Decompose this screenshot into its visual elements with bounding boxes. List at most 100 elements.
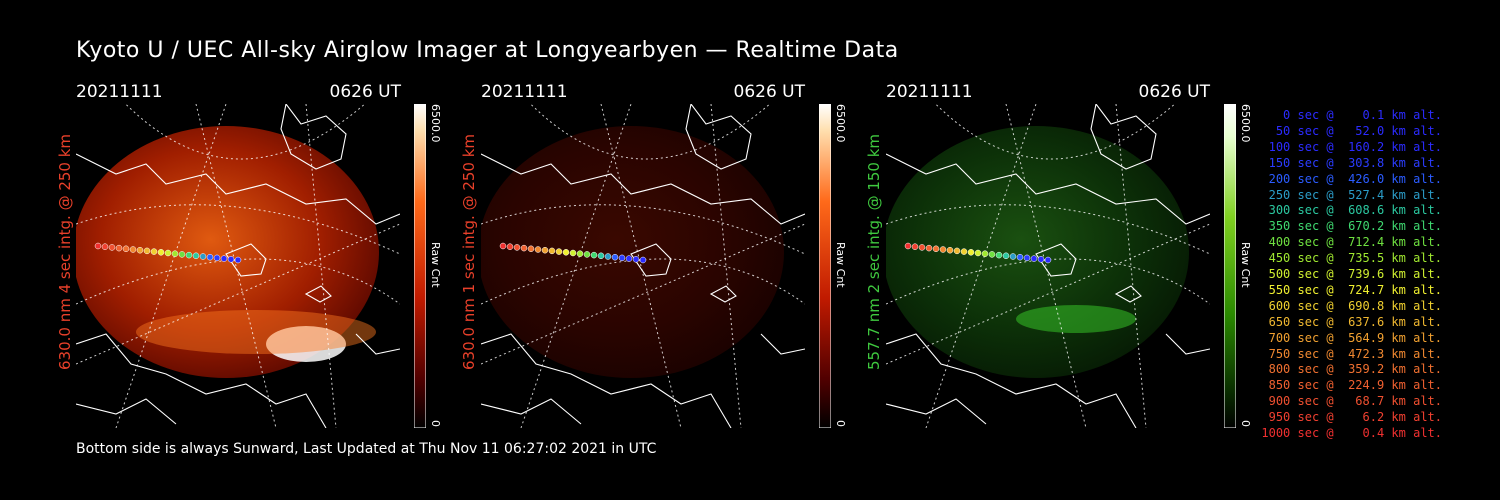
trajectory-point [597, 252, 605, 260]
trajectory-point [101, 243, 109, 250]
trajectory-point [995, 251, 1003, 259]
trajectory-point [1037, 256, 1045, 263]
trajectory-point [213, 254, 221, 262]
trajectory-point [506, 243, 514, 250]
panel-side-label: 557.7 nm 2 sec intg. @ 150 km [865, 133, 883, 370]
legend-row: 1000 sec @ 0.4 km alt. [1261, 426, 1442, 440]
trajectory-point [953, 247, 961, 255]
colorbar-unit-label: Raw Cnt [429, 242, 442, 288]
trajectory-point [988, 251, 996, 258]
panel-time: 0626 UT [733, 82, 806, 102]
trajectory-point [1023, 254, 1031, 262]
legend-row: 150 sec @ 303.8 km alt. [1261, 155, 1442, 170]
trajectory-point [604, 253, 612, 260]
trajectory-point [122, 245, 130, 253]
trajectory-point [1044, 256, 1052, 264]
trajectory-point [1016, 253, 1024, 261]
trajectory-point [904, 242, 912, 250]
trajectory-point [178, 251, 186, 258]
trajectory-point [625, 255, 633, 262]
legend-row: 950 sec @ 6.2 km alt. [1261, 410, 1442, 425]
colorbar [1224, 104, 1236, 428]
colorbar-unit-label: Raw Cnt [834, 242, 847, 288]
legend-row: 250 sec @ 527.4 km alt. [1261, 187, 1442, 202]
trajectory-point [220, 255, 228, 262]
colorbar-max-label: 6500.0 [429, 104, 442, 143]
trajectory-point [234, 256, 242, 264]
legend-row: 800 sec @ 359.2 km alt. [1261, 362, 1442, 377]
colorbar [414, 104, 426, 428]
trajectory-point [541, 246, 549, 254]
legend-row: 100 sec @ 160.2 km alt. [1261, 139, 1442, 154]
legend-row: 300 sec @ 608.6 km alt. [1261, 203, 1442, 218]
trajectory-point [513, 244, 521, 251]
trajectory-point [143, 247, 151, 255]
colorbar-min-label: 0 [1239, 420, 1252, 427]
trajectory-point [94, 242, 102, 250]
trajectory-point [150, 248, 158, 255]
trajectory-point [939, 246, 947, 253]
trajectory-point [974, 249, 982, 257]
trajectory-point [911, 243, 919, 250]
legend-row: 750 sec @ 472.3 km alt. [1261, 346, 1442, 361]
trajectory-point [590, 251, 598, 259]
trajectory-point [569, 249, 577, 257]
colorbar-max-label: 6500.0 [834, 104, 847, 143]
trajectory-point [639, 256, 647, 264]
page-title: Kyoto U / UEC All-sky Airglow Imager at … [76, 38, 899, 63]
footer-note: Bottom side is always Sunward, Last Upda… [76, 441, 657, 457]
legend-row: 600 sec @ 690.8 km alt. [1261, 298, 1442, 313]
trajectory-point [918, 244, 926, 251]
trajectory-point [108, 244, 116, 251]
legend-row: 450 sec @ 735.5 km alt. [1261, 251, 1442, 266]
legend-row: 700 sec @ 564.9 km alt. [1261, 330, 1442, 345]
trajectory-point [981, 250, 989, 257]
trajectory-point [199, 253, 207, 260]
allsky-image-630nm-4s [76, 104, 400, 428]
trajectory-point [1030, 255, 1038, 262]
legend-row: 400 sec @ 712.4 km alt. [1261, 235, 1442, 250]
trajectory-point [925, 244, 933, 252]
legend-row: 50 sec @ 52.0 km alt. [1261, 123, 1442, 138]
trajectory-point [185, 251, 193, 259]
trajectory-point [946, 246, 954, 254]
trajectory-point [1009, 253, 1017, 260]
legend-row: 0 sec @ 0.1 km alt. [1261, 108, 1442, 122]
trajectory-point [960, 248, 968, 255]
trajectory-point [534, 246, 542, 253]
colorbar-unit-label: Raw Cnt [1239, 242, 1252, 288]
trajectory-point [227, 256, 235, 263]
trajectory-point [562, 249, 570, 256]
legend-row: 550 sec @ 724.7 km alt. [1261, 282, 1442, 297]
legend-row: 350 sec @ 670.2 km alt. [1261, 219, 1442, 234]
trajectory-point [932, 245, 940, 253]
trajectory-point [611, 253, 619, 261]
panel-side-label: 630.0 nm 1 sec intg. @ 250 km [460, 133, 478, 370]
panel-date: 20211111 [886, 82, 973, 102]
trajectory-point [157, 249, 165, 256]
trajectory-point [171, 250, 179, 257]
legend-row: 900 sec @ 68.7 km alt. [1261, 394, 1442, 409]
legend-row: 200 sec @ 426.0 km alt. [1261, 171, 1442, 186]
trajectory-point [136, 246, 144, 254]
legend-row: 850 sec @ 224.9 km alt. [1261, 378, 1442, 393]
colorbar-max-label: 6500.0 [1239, 104, 1252, 143]
allsky-image-630nm-1s [481, 104, 805, 428]
trajectory-point [576, 250, 584, 257]
allsky-image-557nm-2s [886, 104, 1210, 428]
panel-date: 20211111 [481, 82, 568, 102]
panel-time: 0626 UT [1138, 82, 1211, 102]
trajectory-point [967, 249, 975, 256]
trajectory-point [192, 252, 200, 260]
trajectory-point [115, 244, 123, 252]
trajectory-point [618, 254, 626, 262]
trajectory-point [632, 256, 640, 263]
trajectory-point [527, 245, 535, 253]
trajectory-point [499, 242, 507, 250]
trajectory-point [206, 253, 214, 261]
trajectory-point [1002, 252, 1010, 260]
colorbar-min-label: 0 [834, 420, 847, 427]
legend-row: 500 sec @ 739.6 km alt. [1261, 267, 1442, 281]
panel-side-label: 630.0 nm 4 sec intg. @ 250 km [56, 133, 74, 370]
trajectory-point [555, 248, 563, 255]
